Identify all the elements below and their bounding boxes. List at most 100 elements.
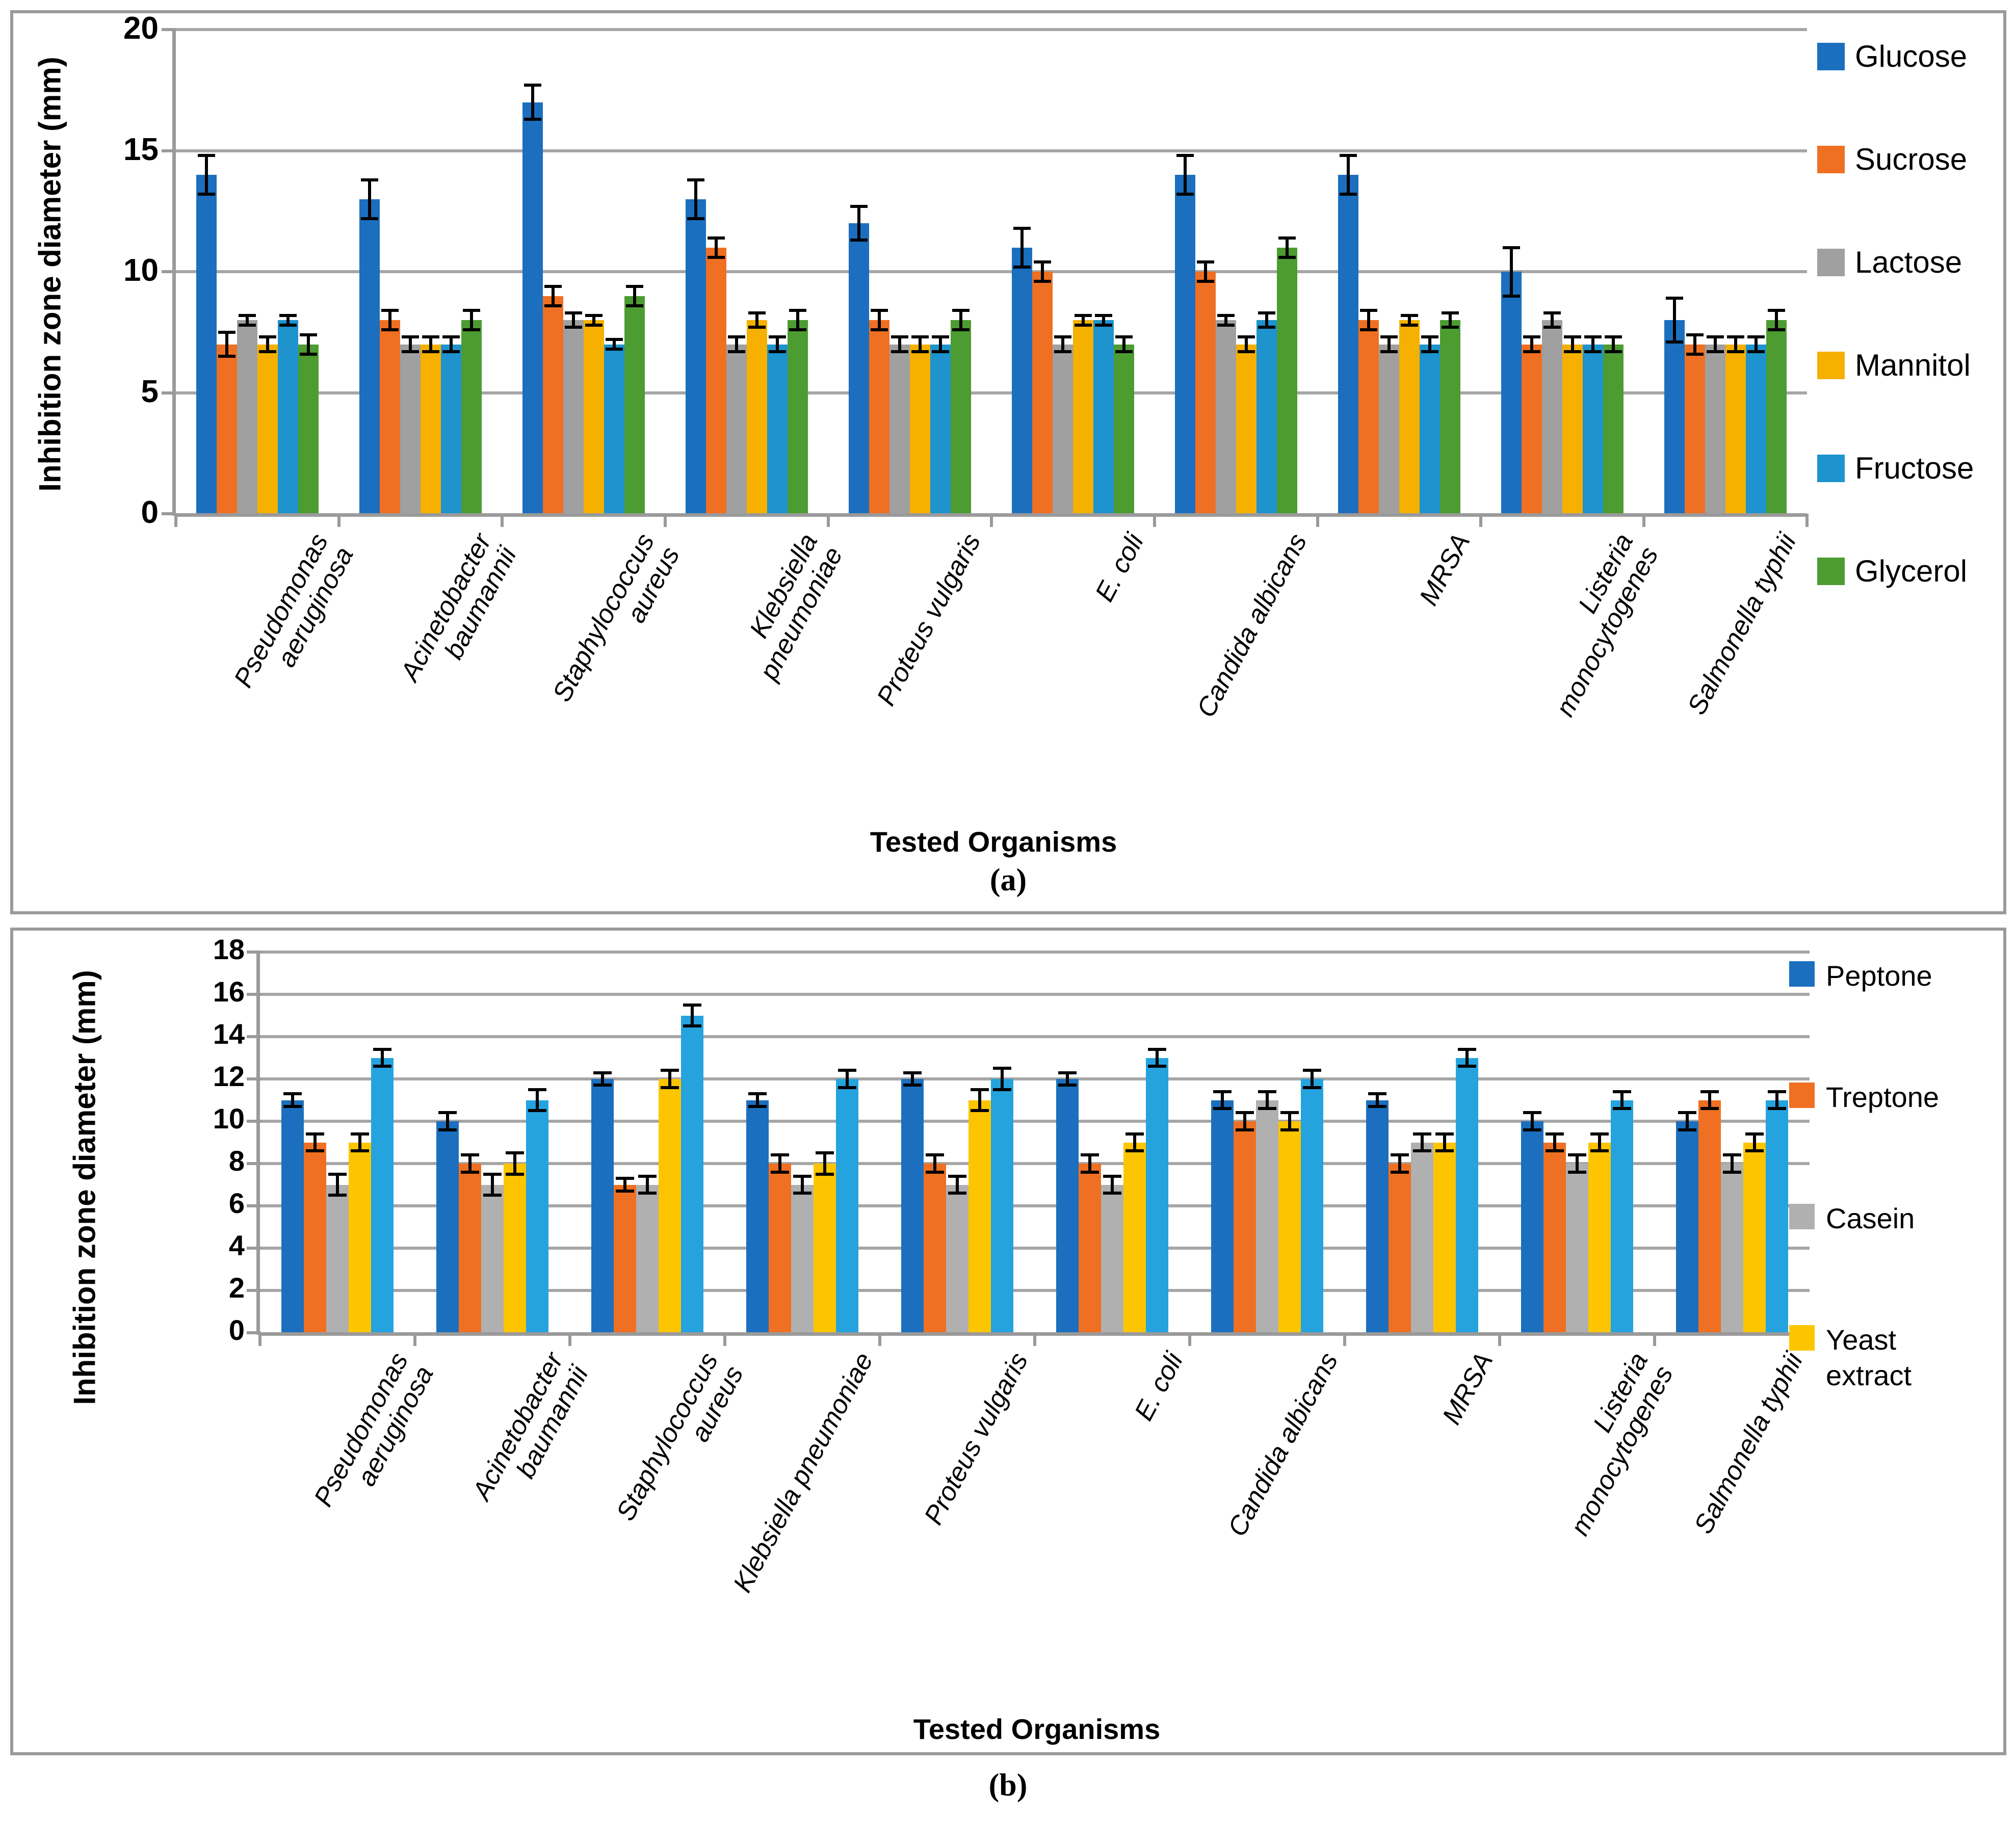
error-bar-cap: [463, 309, 480, 312]
error-bar-cap: [1401, 313, 1418, 317]
error-bar-cap: [971, 1088, 989, 1091]
error-bar: [1775, 310, 1778, 330]
error-bar-cap: [328, 1172, 347, 1176]
error-bar: [755, 312, 758, 328]
error-bar-cap: [1258, 326, 1275, 329]
error-bar-cap: [438, 1111, 457, 1115]
error-bar: [1686, 1113, 1689, 1130]
error-bar-cap: [373, 1047, 391, 1051]
error-bar-cap: [565, 326, 582, 329]
error-bar: [552, 286, 555, 306]
error-bar: [959, 310, 962, 330]
legend-item: Lactose: [1817, 246, 1962, 279]
error-bar-cap: [687, 178, 704, 181]
error-bar-cap: [1700, 1107, 1719, 1111]
bar: [459, 1164, 481, 1333]
bar: [1522, 344, 1542, 514]
error-bar: [694, 179, 697, 219]
error-bar: [623, 1178, 626, 1191]
error-bar: [1288, 1113, 1291, 1130]
bar: [1420, 344, 1440, 514]
error-bar-cap: [218, 330, 235, 334]
error-bar-cap: [1723, 1153, 1741, 1157]
error-bar-cap: [616, 1177, 634, 1180]
error-bar-cap: [351, 1149, 369, 1153]
error-bar-cap: [1176, 154, 1194, 157]
error-bar: [429, 337, 432, 352]
bar: [1399, 320, 1420, 514]
error-bar: [1156, 1049, 1159, 1067]
error-bar-cap: [1278, 255, 1296, 259]
bar: [1389, 1164, 1411, 1333]
error-bar: [1243, 1113, 1246, 1130]
error-bar-cap: [1686, 333, 1704, 336]
error-bar-cap: [1707, 350, 1724, 353]
error-bar: [368, 179, 371, 219]
bar: [543, 296, 563, 514]
bar: [901, 1079, 924, 1333]
bar: [788, 320, 808, 514]
error-bar-cap: [661, 1069, 679, 1072]
error-bar: [1061, 337, 1064, 352]
error-bar: [776, 337, 779, 352]
x-axis-tick: [1642, 514, 1645, 527]
error-bar: [1265, 312, 1268, 328]
error-bar: [446, 1113, 449, 1130]
error-bar-cap: [952, 328, 970, 331]
error-bar: [531, 85, 534, 119]
error-bar-cap: [748, 311, 766, 314]
error-bar-cap: [1391, 1153, 1409, 1157]
bar: [849, 223, 869, 514]
error-bar-cap: [771, 1153, 789, 1157]
error-bar-cap: [1707, 335, 1724, 339]
legend-swatch: [1789, 961, 1815, 987]
x-axis-tick: [990, 514, 993, 527]
error-bar-cap: [728, 335, 745, 339]
error-bar-cap: [1391, 1170, 1409, 1174]
error-bar: [1734, 337, 1737, 352]
bar: [1379, 344, 1399, 514]
error-bar-cap: [708, 236, 725, 240]
bar: [1705, 344, 1725, 514]
error-bar-cap: [1686, 352, 1704, 356]
error-bar-cap: [1568, 1153, 1586, 1157]
error-bar-cap: [300, 352, 317, 356]
error-bar: [715, 237, 718, 257]
legend-label: Glucose: [1855, 39, 1968, 73]
error-bar: [409, 337, 412, 352]
error-bar-cap: [585, 323, 603, 327]
x-axis-tick: [827, 514, 830, 527]
error-bar-cap: [1058, 1071, 1077, 1074]
error-bar: [513, 1153, 516, 1174]
error-bar-cap: [1054, 350, 1071, 353]
error-bar: [1204, 262, 1207, 281]
bar: [614, 1184, 636, 1333]
error-bar-cap: [871, 309, 888, 312]
error-bar-cap: [1217, 313, 1235, 317]
y-axis-tick: [247, 1204, 261, 1207]
error-bar: [633, 286, 636, 306]
error-bar: [911, 1072, 914, 1086]
bar: [968, 1100, 991, 1333]
error-bar-cap: [903, 1071, 922, 1074]
error-bar-cap: [1678, 1111, 1696, 1115]
error-bar-cap: [1238, 335, 1255, 339]
bar: [1566, 1164, 1588, 1333]
x-axis-title-a: Tested Organisms: [870, 826, 1117, 858]
gridline: [176, 391, 1807, 394]
bar: [1123, 1142, 1146, 1333]
error-bar-cap: [708, 255, 725, 259]
bar: [1338, 175, 1358, 514]
bar: [1053, 344, 1073, 514]
error-bar-cap: [1458, 1047, 1476, 1051]
legend-swatch: [1817, 146, 1845, 173]
y-axis-tick: [247, 993, 261, 996]
bar: [1012, 247, 1032, 514]
error-bar-cap: [1605, 335, 1622, 339]
error-bar-cap: [218, 355, 235, 358]
error-bar-cap: [793, 1174, 811, 1178]
error-bar-cap: [1768, 328, 1785, 331]
error-bar: [1001, 1068, 1004, 1090]
error-bar-cap: [771, 1170, 789, 1174]
error-bar-cap: [1236, 1111, 1254, 1115]
